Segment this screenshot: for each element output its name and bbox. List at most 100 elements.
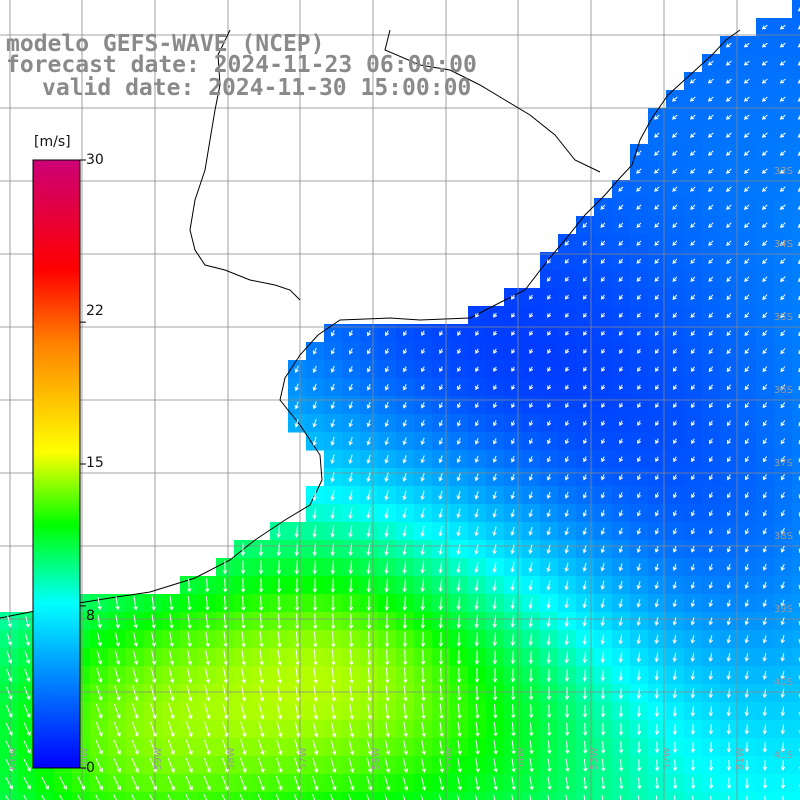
wind-arrow bbox=[493, 330, 498, 336]
wind-arrow bbox=[565, 794, 568, 800]
wind-arrow bbox=[258, 578, 264, 593]
wind-arrow bbox=[600, 705, 606, 718]
wind-arrow bbox=[402, 560, 407, 574]
wind-arrow bbox=[672, 330, 678, 336]
wind-arrow bbox=[457, 384, 462, 391]
wind-arrow bbox=[475, 312, 480, 318]
wind-arrow bbox=[456, 455, 461, 464]
wind-arrow bbox=[203, 794, 208, 800]
wind-arrow bbox=[276, 721, 283, 738]
wind-arrow bbox=[655, 366, 659, 372]
wind-arrow bbox=[439, 348, 444, 355]
longitude-label: 52W bbox=[662, 747, 673, 770]
wind-arrow bbox=[672, 150, 678, 156]
wind-cell bbox=[792, 720, 800, 739]
wind-arrow bbox=[690, 384, 695, 391]
wind-arrow bbox=[366, 383, 371, 391]
wind-arrow bbox=[330, 507, 335, 520]
wind-arrow bbox=[402, 419, 407, 428]
wind-arrow bbox=[546, 668, 552, 683]
wind-arrow bbox=[600, 563, 605, 572]
wind-arrow bbox=[457, 776, 463, 791]
wind-arrow bbox=[654, 670, 659, 681]
wind-arrow bbox=[510, 668, 516, 683]
wind-arrow bbox=[600, 545, 605, 554]
wind-arrow bbox=[636, 563, 641, 572]
wind-arrow bbox=[150, 667, 157, 684]
wind-arrow bbox=[113, 776, 121, 791]
wind-cell bbox=[468, 792, 487, 800]
wind-arrow bbox=[348, 542, 353, 556]
wind-arrow bbox=[762, 545, 767, 553]
wind-arrow bbox=[438, 490, 443, 501]
wind-cell bbox=[378, 792, 397, 800]
wind-arrow bbox=[726, 366, 732, 373]
wind-arrow bbox=[761, 78, 768, 84]
wind-arrow bbox=[762, 366, 768, 373]
wind-arrow bbox=[564, 580, 569, 591]
wind-arrow bbox=[709, 456, 713, 463]
wind-arrow bbox=[564, 686, 570, 700]
wind-cell bbox=[198, 792, 217, 800]
latitude-label: 40S bbox=[774, 677, 793, 688]
wind-arrow bbox=[529, 758, 534, 773]
wind-arrow bbox=[95, 758, 103, 773]
wind-arrow bbox=[582, 527, 587, 536]
wind-arrow bbox=[438, 526, 443, 537]
wind-arrow bbox=[761, 96, 768, 102]
wind-arrow bbox=[654, 150, 660, 156]
wind-arrow bbox=[690, 759, 696, 772]
wind-arrow bbox=[6, 686, 13, 700]
wind-arrow bbox=[241, 649, 246, 666]
wind-arrow bbox=[797, 205, 800, 210]
wind-arrow bbox=[636, 581, 641, 590]
wind-arrow bbox=[113, 739, 121, 755]
wind-arrow bbox=[761, 42, 768, 48]
wind-arrow bbox=[420, 525, 425, 537]
wind-arrow bbox=[492, 561, 497, 573]
wind-arrow bbox=[654, 688, 660, 699]
wind-arrow bbox=[312, 365, 317, 374]
wind-arrow bbox=[618, 492, 623, 499]
wind-arrow bbox=[600, 276, 605, 282]
wind-arrow bbox=[619, 456, 624, 463]
wind-arrow bbox=[276, 776, 283, 791]
wind-arrow bbox=[240, 721, 247, 738]
wind-arrow bbox=[618, 723, 624, 736]
wind-arrow bbox=[546, 509, 551, 518]
wind-arrow bbox=[744, 670, 749, 680]
wind-arrow bbox=[492, 455, 497, 463]
wind-arrow bbox=[510, 650, 516, 665]
wind-arrow bbox=[475, 776, 480, 791]
wind-arrow bbox=[709, 420, 713, 427]
wind-arrow bbox=[169, 614, 174, 629]
wind-arrow bbox=[295, 649, 300, 666]
wind-arrow bbox=[798, 675, 800, 681]
wind-arrow bbox=[420, 631, 426, 648]
wind-arrow bbox=[797, 187, 800, 192]
wind-arrow bbox=[528, 509, 533, 518]
wind-arrow bbox=[439, 703, 444, 720]
wind-arrow bbox=[366, 472, 371, 483]
wind-arrow bbox=[691, 402, 695, 409]
latitude-label: 39S bbox=[774, 604, 793, 615]
wind-arrow bbox=[725, 114, 732, 120]
wind-arrow bbox=[672, 204, 678, 210]
wind-arrow bbox=[564, 651, 569, 664]
wind-arrow bbox=[294, 739, 301, 756]
wind-arrow bbox=[420, 614, 426, 629]
wind-cell bbox=[792, 450, 800, 469]
forecast-date: forecast date: 2024-11-23 06:00:00 bbox=[6, 52, 477, 78]
wind-arrow bbox=[240, 739, 247, 756]
wind-arrow bbox=[493, 722, 498, 737]
wind-arrow bbox=[221, 794, 226, 800]
wind-arrow bbox=[708, 652, 713, 662]
wind-arrow bbox=[438, 543, 443, 556]
wind-arrow bbox=[41, 776, 49, 790]
wind-arrow bbox=[582, 705, 588, 718]
wind-arrow bbox=[564, 722, 570, 737]
wind-arrow bbox=[744, 778, 750, 789]
wind-arrow bbox=[618, 598, 623, 608]
wind-arrow bbox=[366, 507, 371, 520]
wind-arrow bbox=[277, 613, 282, 630]
